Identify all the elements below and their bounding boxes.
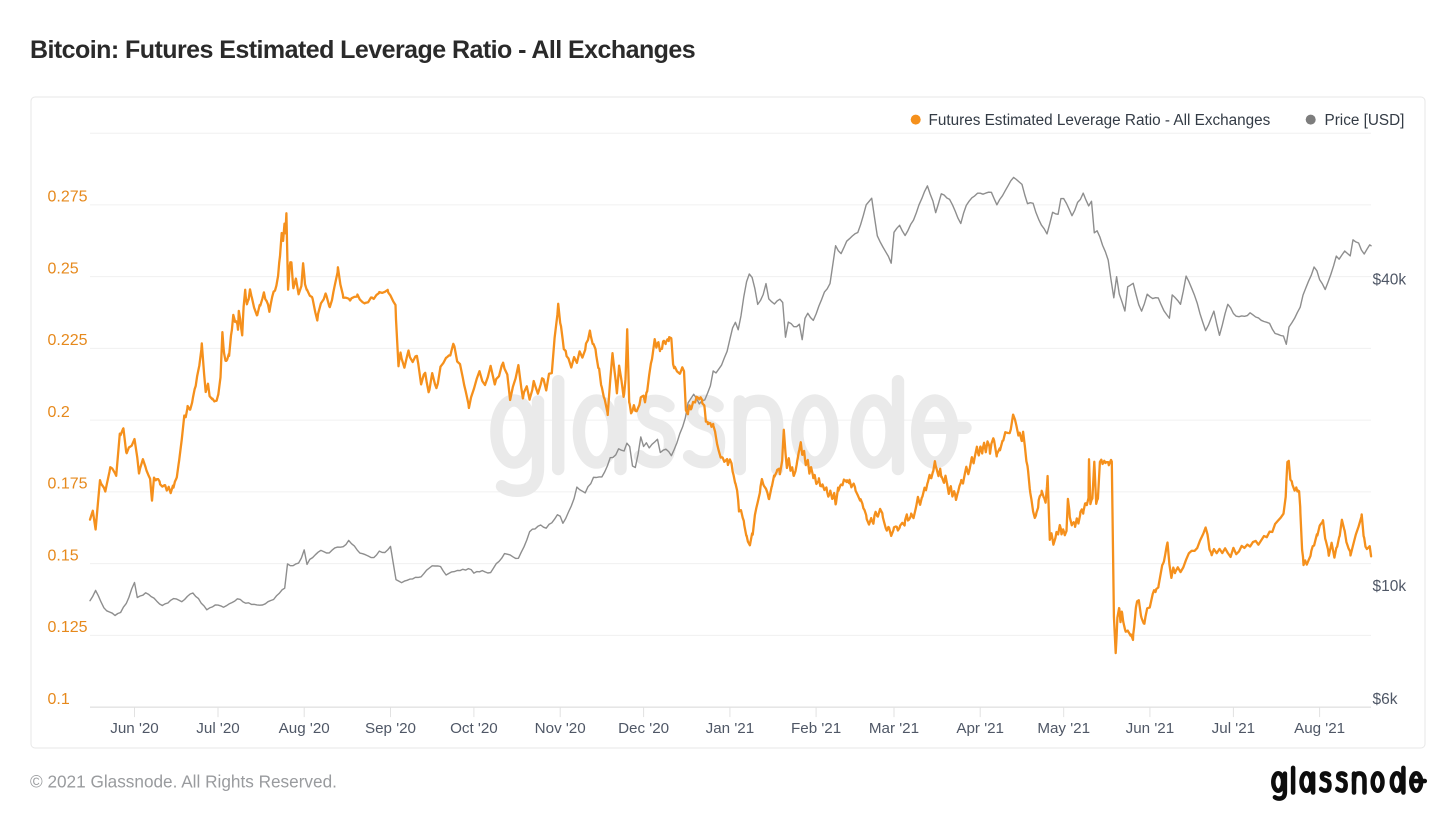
svg-text:0.125: 0.125 [48,619,88,636]
svg-text:0.1: 0.1 [48,691,70,708]
svg-text:0.2: 0.2 [48,404,70,421]
svg-text:Jul '20: Jul '20 [196,720,239,737]
svg-text:0.175: 0.175 [48,476,88,493]
svg-text:0.25: 0.25 [48,260,79,277]
svg-text:© 2021 Glassnode. All Rights R: © 2021 Glassnode. All Rights Reserved. [30,772,337,792]
svg-text:$6k: $6k [1373,691,1398,708]
svg-text:0.15: 0.15 [48,547,79,564]
svg-text:0.275: 0.275 [48,189,88,206]
svg-text:$40k: $40k [1373,272,1407,289]
svg-text:$10k: $10k [1373,578,1407,595]
svg-text:Mar '21: Mar '21 [869,720,919,737]
svg-text:Bitcoin: Futures Estimated Lev: Bitcoin: Futures Estimated Leverage Rati… [30,36,695,64]
svg-text:May '21: May '21 [1037,720,1090,737]
svg-text:Feb '21: Feb '21 [791,720,841,737]
svg-text:Dec '20: Dec '20 [618,720,669,737]
svg-text:Jun '21: Jun '21 [1126,720,1175,737]
svg-text:Futures Estimated Leverage Rat: Futures Estimated Leverage Ratio - All E… [929,112,1271,129]
svg-text:Oct '20: Oct '20 [450,720,498,737]
svg-text:Jun '20: Jun '20 [110,720,159,737]
svg-text:Price [USD]: Price [USD] [1325,112,1405,129]
svg-text:Aug '20: Aug '20 [279,720,330,737]
svg-text:Jul '21: Jul '21 [1212,720,1255,737]
svg-text:Jan '21: Jan '21 [706,720,755,737]
svg-text:Sep '20: Sep '20 [365,720,416,737]
svg-text:Aug '21: Aug '21 [1294,720,1345,737]
svg-text:Apr '21: Apr '21 [956,720,1004,737]
svg-text:0.225: 0.225 [48,332,88,349]
svg-text:Nov '20: Nov '20 [535,720,586,737]
